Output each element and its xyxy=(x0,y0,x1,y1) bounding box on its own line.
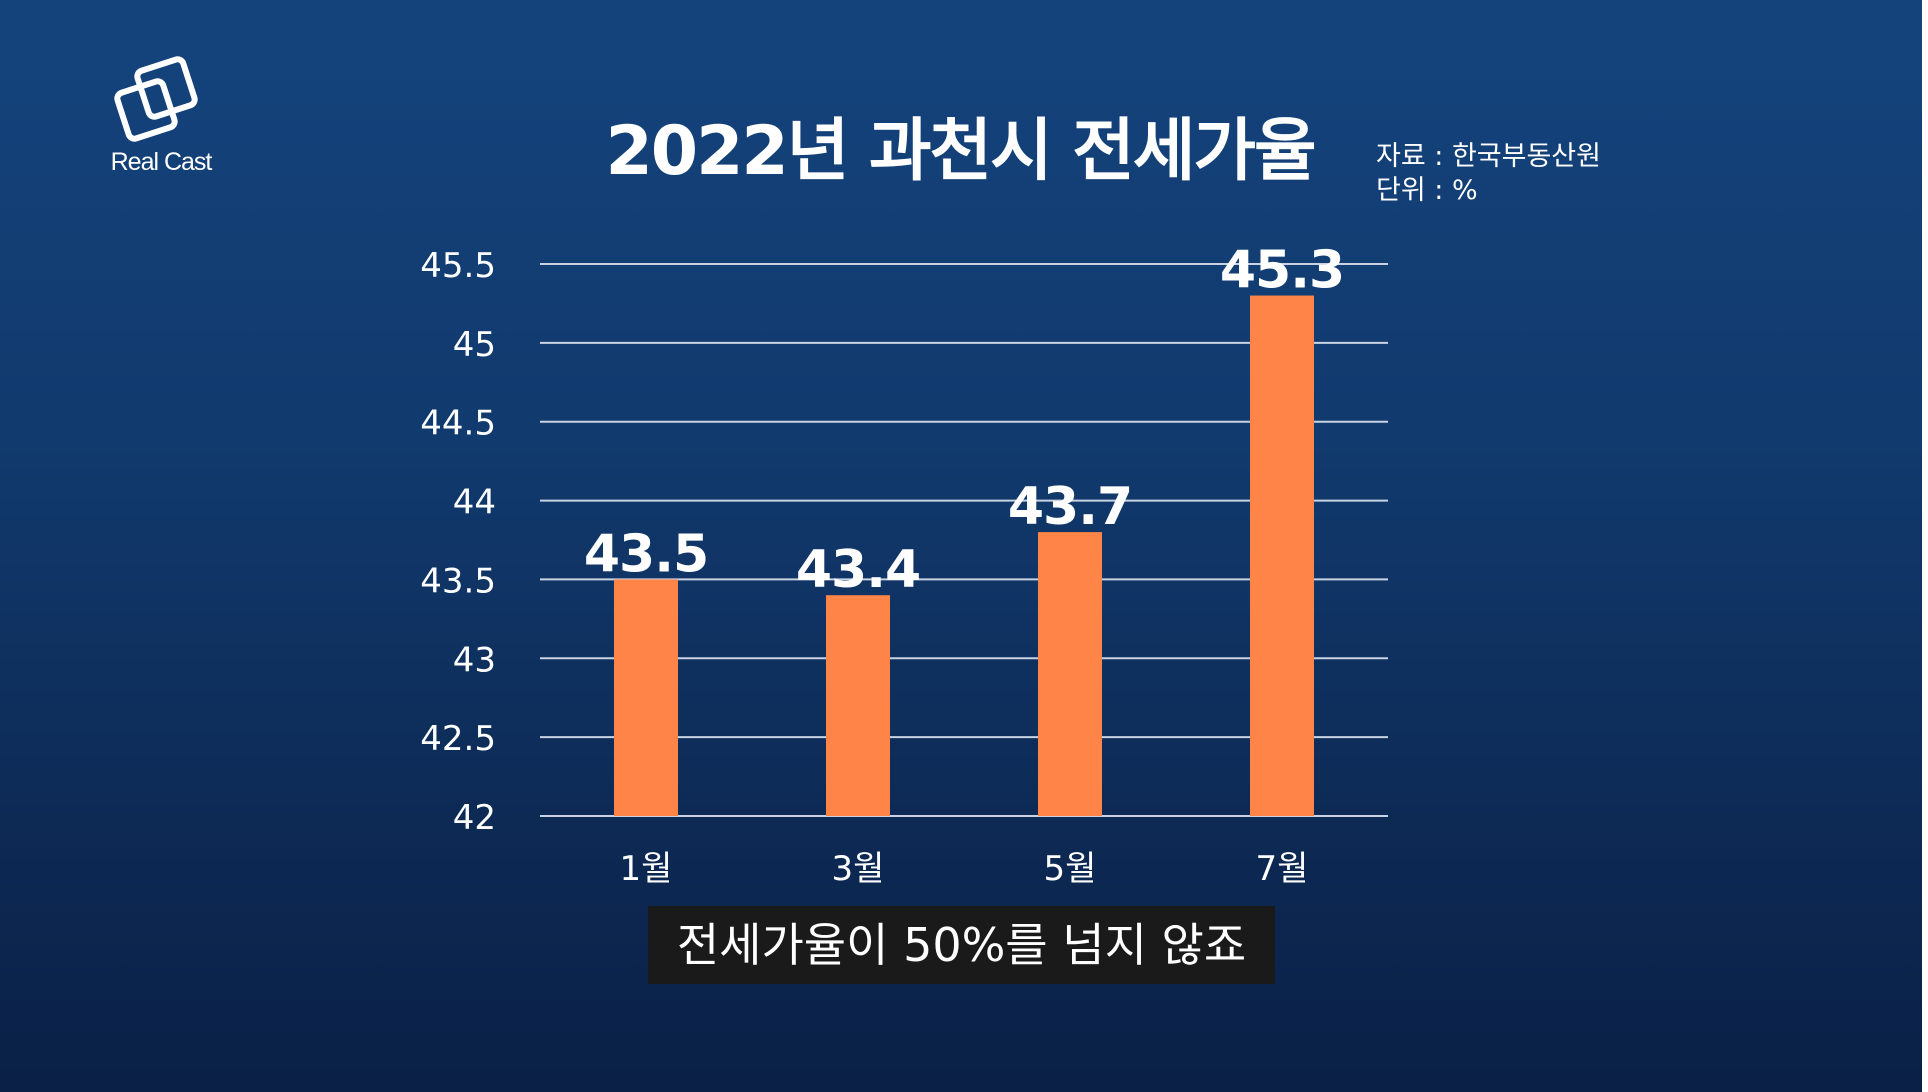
unit-label: 단위 : % xyxy=(1376,175,1478,206)
y-tick-label: 43.5 xyxy=(420,561,496,601)
x-axis-ticks: 1월 3월 5월 7월 xyxy=(620,849,1309,889)
data-label: 43.7 xyxy=(1008,477,1132,537)
x-tick-label: 1월 xyxy=(620,849,673,889)
caption-subtitle: 전세가율이 50%를 넘지 않죠 xyxy=(648,906,1275,984)
y-tick-label: 43 xyxy=(453,640,496,680)
y-tick-label: 42.5 xyxy=(420,719,496,759)
y-tick-label: 44 xyxy=(453,483,496,523)
bar-1 xyxy=(614,579,678,816)
gridlines xyxy=(540,263,1388,817)
overlapping-squares-icon xyxy=(114,56,198,142)
source-label: 자료 : 한국부동산원 xyxy=(1376,141,1601,172)
y-tick-label: 45 xyxy=(453,325,496,365)
bars xyxy=(614,295,1314,816)
data-label: 43.4 xyxy=(796,540,920,600)
data-label: 43.5 xyxy=(584,524,708,584)
y-tick-label: 42 xyxy=(453,798,496,838)
brand-logo-text: Real Cast xyxy=(110,148,213,176)
source-note: 자료 : 한국부동산원 단위 : % xyxy=(1376,140,1601,208)
y-tick-label: 45.5 xyxy=(420,246,496,286)
bar-2 xyxy=(826,595,890,816)
x-tick-label: 3월 xyxy=(832,849,885,889)
y-axis-ticks: 42 42.5 43 43.5 44 44.5 45 45.5 xyxy=(420,246,496,838)
frame-edge xyxy=(1922,0,1928,1092)
brand-logo: Real Cast xyxy=(96,56,226,186)
bar-3 xyxy=(1038,532,1102,816)
chart-title: 2022년 과천시 전세가율 xyxy=(605,112,1316,191)
x-tick-label: 5월 xyxy=(1044,849,1097,889)
data-labels: 43.5 43.4 43.7 45.3 xyxy=(584,241,1345,601)
x-tick-label: 7월 xyxy=(1256,849,1309,889)
bar-4 xyxy=(1250,295,1314,816)
y-tick-label: 44.5 xyxy=(420,404,496,444)
data-label: 45.3 xyxy=(1220,241,1344,301)
